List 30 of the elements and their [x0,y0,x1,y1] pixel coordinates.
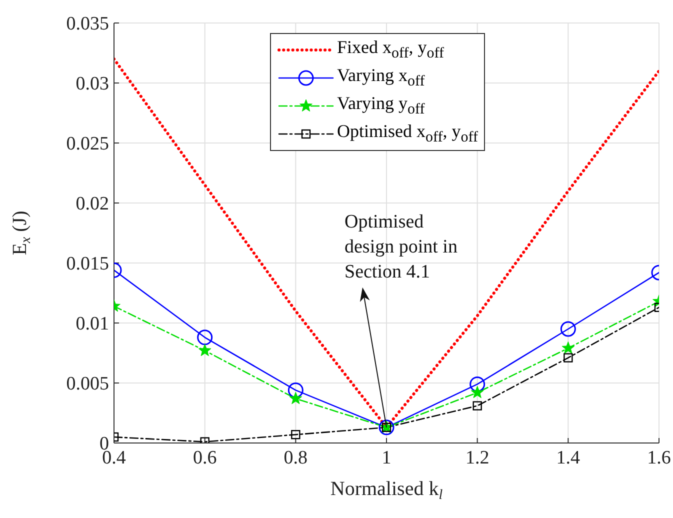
y-tick-label: 0.005 [66,374,109,395]
x-tick-label: 1.4 [556,447,581,468]
point [564,353,573,362]
legend-label: Varying y$_{off}$ [337,93,425,119]
x-tick-label: 1.2 [465,447,490,468]
y-tick-label: 0.02 [76,194,109,215]
x-tick-label: 1 [382,447,392,468]
point [470,386,484,398]
point [470,376,486,392]
point [198,344,212,356]
y-tick-label: 0.01 [76,314,109,335]
legend-label: Optimised x$_{off}$, y$_{off}$ [337,121,478,147]
y-tick-label: 0.015 [66,254,109,275]
point [560,321,576,337]
legend-label: Varying x$_{off}$ [337,65,425,91]
y-tick-label: 0.025 [66,134,109,155]
legend-label: Fixed x$_{off}$, y$_{off}$ [337,37,444,63]
x-tick-label: 1.6 [647,447,671,468]
point [288,382,304,398]
point [562,341,575,354]
y-tick-label: 0.035 [66,14,109,35]
point [291,430,300,440]
x-tick-label: 0.6 [192,447,217,468]
y-tick-label: 0.03 [76,74,109,95]
annotation: Optimised design point in Section 4.1 [344,211,458,282]
x-tick-label: 0.8 [284,447,308,468]
point [472,401,482,410]
point [197,330,213,346]
point [289,392,302,404]
x-axis-title: Normalised k$_{l}$ [330,478,443,504]
